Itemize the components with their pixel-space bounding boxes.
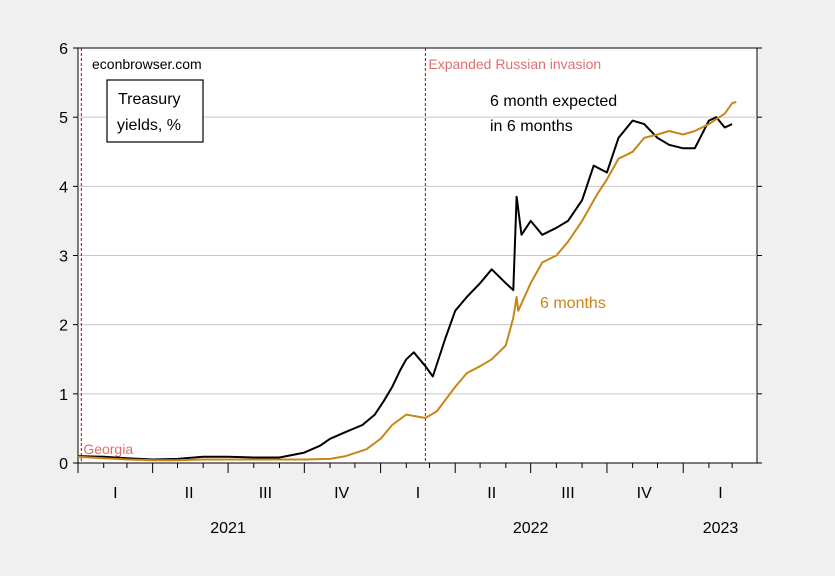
x-year-label: 2022 [513, 520, 549, 537]
x-quarter-label: IV [334, 485, 349, 502]
y-tick-label: 5 [59, 110, 68, 127]
x-quarter-label: II [185, 485, 194, 502]
event-label: Georgia [83, 441, 133, 457]
source-label: econbrowser.com [92, 56, 202, 72]
event-label: Expanded Russian invasion [428, 56, 601, 72]
series-label-6-months: 6 months [540, 295, 606, 312]
series-lines [77, 100, 737, 462]
y-tick-label: 6 [59, 41, 68, 58]
x-quarter-label: I [113, 485, 117, 502]
legend-box: Treasury yields, % [106, 79, 204, 143]
x-quarter-label: I [416, 485, 420, 502]
series-line-6-months [77, 100, 737, 462]
x-year-label: 2021 [210, 520, 246, 537]
legend-box-line-2: yields, % [117, 117, 181, 134]
x-quarter-label: II [487, 485, 496, 502]
x-quarter-label: I [718, 485, 722, 502]
series-label-expected-line-2: in 6 months [490, 118, 573, 135]
y-tick-label: 2 [59, 318, 68, 335]
series-line-expected [77, 116, 733, 461]
x-quarter-label: III [561, 485, 574, 502]
x-year-label: 2023 [703, 520, 739, 537]
event-markers: Georgia Expanded Russian invasion [80, 48, 601, 463]
x-quarter-label: IV [637, 485, 652, 502]
y-tick-label: 4 [59, 179, 68, 196]
legend-box-frame [106, 79, 204, 143]
y-tick-label: 3 [59, 249, 68, 266]
x-quarter-label: III [259, 485, 272, 502]
y-tick-label: 0 [59, 456, 68, 473]
legend-box-line-1: Treasury [118, 91, 181, 108]
y-tick-label: 1 [59, 387, 68, 404]
series-label-expected-line-1: 6 month expected [490, 93, 617, 110]
